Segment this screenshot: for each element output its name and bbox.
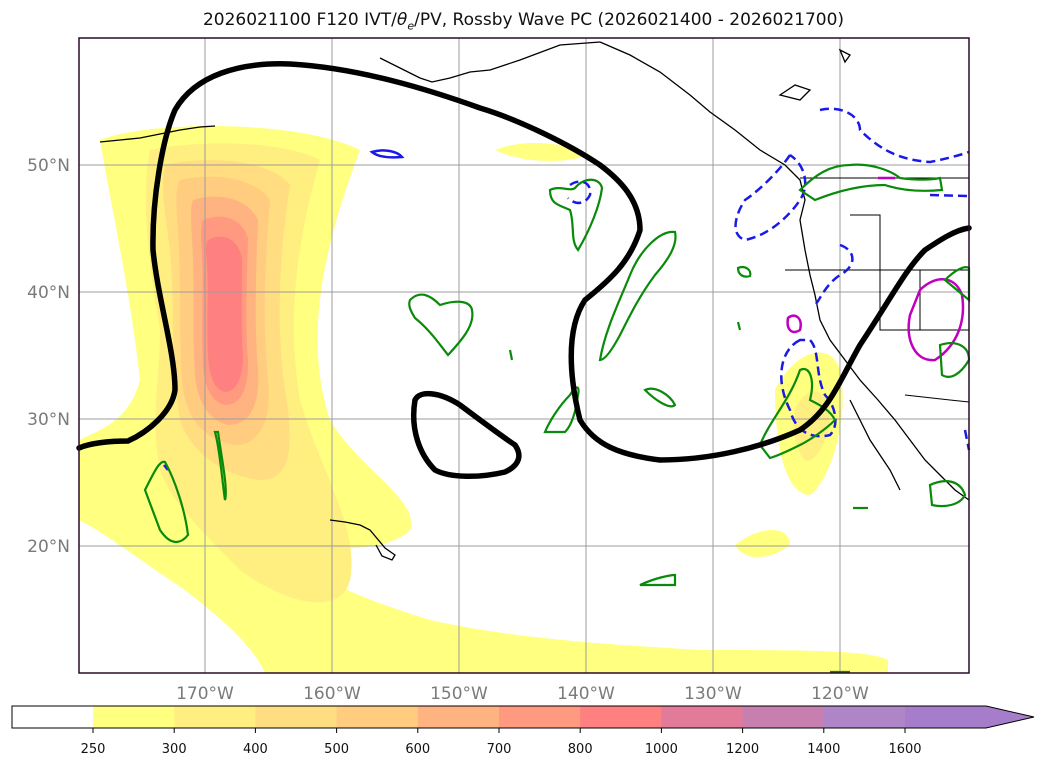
theta-e-17 [508, 349, 514, 361]
rossby-wave-contour [76, 61, 972, 480]
theta-e-contours [143, 163, 971, 674]
theta-e-6 [639, 573, 677, 587]
gridlines [79, 38, 969, 673]
colorbar-tick-1000: 1000 [645, 742, 678, 757]
lat-label-30n: 30°N [27, 410, 70, 430]
colorbar-segment-1000 [661, 706, 744, 728]
pv-mid [814, 243, 854, 306]
lon-label-170w: 170°W [176, 684, 234, 704]
colorbar-tick-500: 500 [324, 742, 349, 757]
colorbar-tick-800: 800 [568, 742, 593, 757]
colorbar-segment-500 [336, 706, 419, 728]
pv-contours [567, 107, 971, 451]
colorbar-tick-1600: 1600 [888, 742, 921, 757]
colorbar-tick-700: 700 [487, 742, 512, 757]
colorbar-segment-600 [417, 706, 500, 728]
theta-e-7 [143, 460, 190, 543]
theta-e-1 [408, 293, 474, 357]
lat-label-50n: 50°N [27, 156, 70, 176]
ivt-shading [79, 126, 888, 674]
lon-label-120w: 120°W [811, 684, 869, 704]
island-1 [778, 84, 812, 101]
colorbar-segment-300 [174, 706, 256, 728]
state-border-3 [879, 270, 920, 331]
colorbar-segment-400 [255, 706, 338, 728]
pv-magenta-1 [907, 278, 965, 362]
map-frame [78, 37, 970, 674]
theta-e-13 [928, 480, 967, 508]
colorbar-segment-250 [93, 706, 175, 728]
pv-solid [163, 149, 405, 471]
colorbar-tick-1200: 1200 [726, 742, 759, 757]
theta-e-10 [798, 163, 944, 202]
theta-e-3 [598, 230, 677, 362]
state-border-1 [850, 214, 881, 270]
alaska-coast [379, 41, 601, 83]
lon-label-130w: 130°W [684, 684, 742, 704]
hawaii-islands [329, 519, 396, 561]
colorbar-tick-250: 250 [81, 742, 106, 757]
rossby-wave-closed [411, 391, 522, 480]
colorbar-segment-1400 [823, 706, 906, 728]
lon-label-140w: 140°W [557, 684, 615, 704]
ivt-800 [206, 236, 243, 392]
pv-magenta [786, 176, 965, 362]
colorbar-segments [93, 706, 987, 728]
ivt-250-blob-south [735, 530, 790, 558]
pv-coast [780, 338, 837, 438]
theta-e-5 [643, 387, 677, 408]
rossby-wave-main [76, 61, 972, 463]
baja-coast [849, 399, 901, 491]
lon-labels: 170°W 160°W 150°W 140°W 130°W 120°W [176, 684, 869, 704]
coastlines [99, 41, 970, 561]
theta-e-8 [213, 430, 227, 501]
theta-e-2 [548, 178, 604, 252]
lat-labels: 50°N 40°N 30°N 20°N [27, 156, 70, 557]
pv-small [567, 180, 592, 205]
theta-e-11 [736, 266, 752, 278]
lon-label-150w: 150°W [430, 684, 488, 704]
theta-e-16 [736, 321, 742, 331]
colorbar-tick-300: 300 [162, 742, 187, 757]
lon-label-160w: 160°W [303, 684, 361, 704]
pv-solid-1 [369, 149, 405, 159]
colorbar-extend-arrow [986, 706, 1034, 728]
theta-e-4 [543, 386, 580, 434]
figure-title: 2026021100 F120 IVT/θe/PV, Rossby Wave P… [202, 10, 845, 33]
island-2 [838, 48, 851, 64]
lat-label-20n: 20°N [27, 537, 70, 557]
mexico-border [904, 394, 970, 403]
colorbar-segment-700 [499, 706, 581, 728]
aleutian-coast [99, 125, 216, 143]
colorbar-segment-1200 [742, 706, 825, 728]
colorbar-ticks: 250 300 400 500 600 700 800 1000 1200 1400 1600 [81, 728, 922, 757]
colorbar-segment-1600 [905, 706, 987, 728]
pv-east [929, 193, 970, 198]
pv-nw [734, 153, 807, 242]
colorbar-tick-1400: 1400 [807, 742, 840, 757]
colorbar-outline [11, 705, 1035, 729]
colorbar-under [12, 706, 93, 728]
pv-magenta-2 [786, 314, 802, 334]
colorbar: 250 300 400 500 600 700 800 1000 1200 1400 1600 [11, 705, 1035, 757]
colorbar-tick-600: 600 [405, 742, 430, 757]
pv-north [819, 107, 970, 164]
pv-solid-2 [163, 464, 169, 471]
na-west-coast [599, 41, 970, 501]
colorbar-segment-800 [580, 706, 662, 728]
lat-label-40n: 40°N [27, 283, 70, 303]
colorbar-tick-400: 400 [243, 742, 268, 757]
